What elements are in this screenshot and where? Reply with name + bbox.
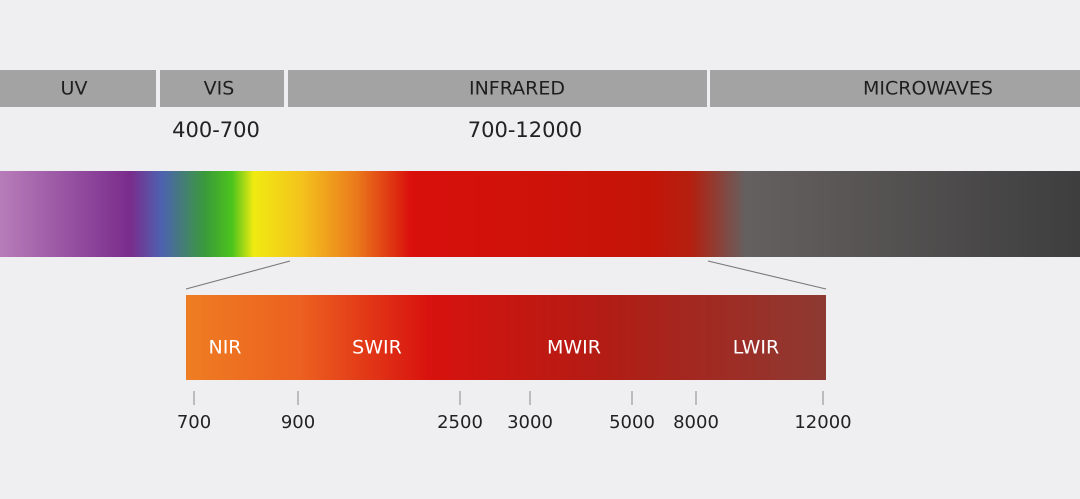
zoom-line [185,260,291,290]
subband-label: LWIR [733,337,779,359]
tick-label: 12000 [794,412,851,433]
tick-label: 900 [281,412,315,433]
scale: 700 900 2500 3000 5000 8000 12000 [177,391,852,433]
tick-label: 8000 [673,412,719,433]
band-label: UV [61,78,88,100]
tick-label: 2500 [437,412,483,433]
band-cell [160,70,284,107]
tick-label: 700 [177,412,211,433]
band-cell [288,70,707,107]
band-label: VIS [204,78,235,100]
range-label: 700-12000 [468,118,582,142]
spectrum-bar [0,171,1080,257]
band-cell [0,70,156,107]
band-label: MICROWAVES [863,78,993,100]
tick-label: 3000 [507,412,553,433]
band-bar: UV VIS INFRARED MICROWAVES [0,70,1080,107]
range-label: 400-700 [172,118,260,142]
subband-label: NIR [208,337,241,359]
tick-label: 5000 [609,412,655,433]
band-label: INFRARED [469,78,565,100]
zoom-line [707,260,827,290]
subband-label: SWIR [352,337,402,359]
band-cell [710,70,1080,107]
subband-label: MWIR [547,337,601,359]
infrared-bar [186,295,826,380]
